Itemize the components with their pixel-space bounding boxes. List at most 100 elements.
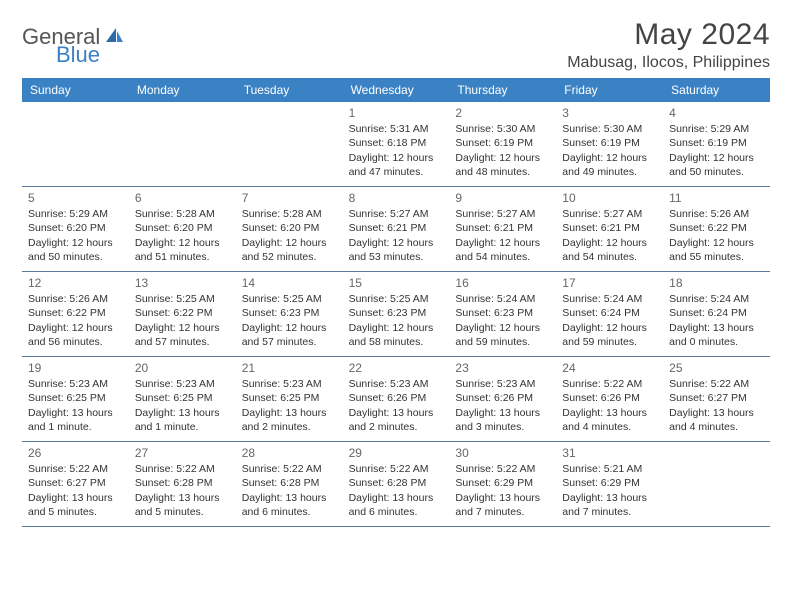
sunset-line: Sunset: 6:22 PM <box>135 306 230 320</box>
daylight-line-1: Daylight: 12 hours <box>562 151 657 165</box>
daylight-line-2: and 49 minutes. <box>562 165 657 179</box>
sunrise-line: Sunrise: 5:28 AM <box>242 207 337 221</box>
daylight-line-2: and 55 minutes. <box>669 250 764 264</box>
daylight-line-1: Daylight: 13 hours <box>135 491 230 505</box>
sunrise-line: Sunrise: 5:31 AM <box>349 122 444 136</box>
day-number: 28 <box>242 445 337 461</box>
day-cell: 4Sunrise: 5:29 AMSunset: 6:19 PMDaylight… <box>663 102 770 186</box>
day-number: 7 <box>242 190 337 206</box>
sunset-line: Sunset: 6:23 PM <box>242 306 337 320</box>
sunrise-line: Sunrise: 5:22 AM <box>135 462 230 476</box>
day-number: 19 <box>28 360 123 376</box>
sunrise-line: Sunrise: 5:29 AM <box>669 122 764 136</box>
sunrise-line: Sunrise: 5:26 AM <box>28 292 123 306</box>
day-cell: 13Sunrise: 5:25 AMSunset: 6:22 PMDayligh… <box>129 272 236 356</box>
day-number: 10 <box>562 190 657 206</box>
day-header: Wednesday <box>343 78 450 102</box>
sunset-line: Sunset: 6:28 PM <box>135 476 230 490</box>
daylight-line-2: and 47 minutes. <box>349 165 444 179</box>
sunrise-line: Sunrise: 5:23 AM <box>28 377 123 391</box>
sunset-line: Sunset: 6:18 PM <box>349 136 444 150</box>
day-number: 17 <box>562 275 657 291</box>
day-cell: 2Sunrise: 5:30 AMSunset: 6:19 PMDaylight… <box>449 102 556 186</box>
daylight-line-2: and 7 minutes. <box>562 505 657 519</box>
sunrise-line: Sunrise: 5:24 AM <box>455 292 550 306</box>
day-number: 13 <box>135 275 230 291</box>
day-cell: 27Sunrise: 5:22 AMSunset: 6:28 PMDayligh… <box>129 442 236 526</box>
day-cell: 24Sunrise: 5:22 AMSunset: 6:26 PMDayligh… <box>556 357 663 441</box>
day-number: 4 <box>669 105 764 121</box>
day-cell: 19Sunrise: 5:23 AMSunset: 6:25 PMDayligh… <box>22 357 129 441</box>
sunset-line: Sunset: 6:26 PM <box>562 391 657 405</box>
day-number: 26 <box>28 445 123 461</box>
daylight-line-2: and 53 minutes. <box>349 250 444 264</box>
week-row: 26Sunrise: 5:22 AMSunset: 6:27 PMDayligh… <box>22 442 770 527</box>
sunrise-line: Sunrise: 5:24 AM <box>669 292 764 306</box>
sunset-line: Sunset: 6:27 PM <box>669 391 764 405</box>
day-cell: 6Sunrise: 5:28 AMSunset: 6:20 PMDaylight… <box>129 187 236 271</box>
blank-cell <box>22 102 129 186</box>
day-cell: 30Sunrise: 5:22 AMSunset: 6:29 PMDayligh… <box>449 442 556 526</box>
weeks-container: 1Sunrise: 5:31 AMSunset: 6:18 PMDaylight… <box>22 102 770 527</box>
day-cell: 9Sunrise: 5:27 AMSunset: 6:21 PMDaylight… <box>449 187 556 271</box>
day-number: 2 <box>455 105 550 121</box>
daylight-line-2: and 54 minutes. <box>455 250 550 264</box>
sunrise-line: Sunrise: 5:23 AM <box>455 377 550 391</box>
day-number: 22 <box>349 360 444 376</box>
daylight-line-2: and 6 minutes. <box>349 505 444 519</box>
daylight-line-1: Daylight: 12 hours <box>135 236 230 250</box>
daylight-line-1: Daylight: 13 hours <box>562 406 657 420</box>
daylight-line-2: and 57 minutes. <box>242 335 337 349</box>
daylight-line-1: Daylight: 12 hours <box>455 321 550 335</box>
day-cell: 23Sunrise: 5:23 AMSunset: 6:26 PMDayligh… <box>449 357 556 441</box>
daylight-line-2: and 50 minutes. <box>669 165 764 179</box>
daylight-line-1: Daylight: 12 hours <box>242 236 337 250</box>
sunrise-line: Sunrise: 5:22 AM <box>669 377 764 391</box>
daylight-line-1: Daylight: 12 hours <box>242 321 337 335</box>
blank-cell <box>236 102 343 186</box>
day-number: 29 <box>349 445 444 461</box>
sunset-line: Sunset: 6:21 PM <box>562 221 657 235</box>
sunset-line: Sunset: 6:22 PM <box>28 306 123 320</box>
daylight-line-2: and 4 minutes. <box>562 420 657 434</box>
daylight-line-1: Daylight: 13 hours <box>242 406 337 420</box>
day-header: Thursday <box>449 78 556 102</box>
sunset-line: Sunset: 6:26 PM <box>455 391 550 405</box>
daylight-line-2: and 59 minutes. <box>562 335 657 349</box>
day-cell: 12Sunrise: 5:26 AMSunset: 6:22 PMDayligh… <box>22 272 129 356</box>
day-cell: 7Sunrise: 5:28 AMSunset: 6:20 PMDaylight… <box>236 187 343 271</box>
day-number: 24 <box>562 360 657 376</box>
sunrise-line: Sunrise: 5:25 AM <box>135 292 230 306</box>
sunrise-line: Sunrise: 5:22 AM <box>349 462 444 476</box>
sunrise-line: Sunrise: 5:27 AM <box>349 207 444 221</box>
day-number: 31 <box>562 445 657 461</box>
sunrise-line: Sunrise: 5:24 AM <box>562 292 657 306</box>
daylight-line-1: Daylight: 12 hours <box>562 321 657 335</box>
day-cell: 3Sunrise: 5:30 AMSunset: 6:19 PMDaylight… <box>556 102 663 186</box>
week-row: 5Sunrise: 5:29 AMSunset: 6:20 PMDaylight… <box>22 187 770 272</box>
location-text: Mabusag, Ilocos, Philippines <box>567 54 770 72</box>
daylight-line-1: Daylight: 13 hours <box>28 491 123 505</box>
daylight-line-1: Daylight: 12 hours <box>349 151 444 165</box>
sunset-line: Sunset: 6:24 PM <box>669 306 764 320</box>
daylight-line-2: and 2 minutes. <box>349 420 444 434</box>
sunset-line: Sunset: 6:21 PM <box>349 221 444 235</box>
sunrise-line: Sunrise: 5:22 AM <box>455 462 550 476</box>
calendar-grid: SundayMondayTuesdayWednesdayThursdayFrid… <box>22 78 770 527</box>
daylight-line-2: and 2 minutes. <box>242 420 337 434</box>
sunset-line: Sunset: 6:20 PM <box>135 221 230 235</box>
sunset-line: Sunset: 6:29 PM <box>455 476 550 490</box>
day-number: 27 <box>135 445 230 461</box>
daylight-line-1: Daylight: 13 hours <box>135 406 230 420</box>
daylight-line-2: and 5 minutes. <box>28 505 123 519</box>
blank-cell <box>129 102 236 186</box>
day-cell: 8Sunrise: 5:27 AMSunset: 6:21 PMDaylight… <box>343 187 450 271</box>
day-cell: 11Sunrise: 5:26 AMSunset: 6:22 PMDayligh… <box>663 187 770 271</box>
month-title: May 2024 <box>567 18 770 52</box>
sunrise-line: Sunrise: 5:29 AM <box>28 207 123 221</box>
page-header: General Blue May 2024 Mabusag, Ilocos, P… <box>22 18 770 72</box>
daylight-line-2: and 3 minutes. <box>455 420 550 434</box>
day-cell: 18Sunrise: 5:24 AMSunset: 6:24 PMDayligh… <box>663 272 770 356</box>
day-header: Sunday <box>22 78 129 102</box>
sunset-line: Sunset: 6:26 PM <box>349 391 444 405</box>
